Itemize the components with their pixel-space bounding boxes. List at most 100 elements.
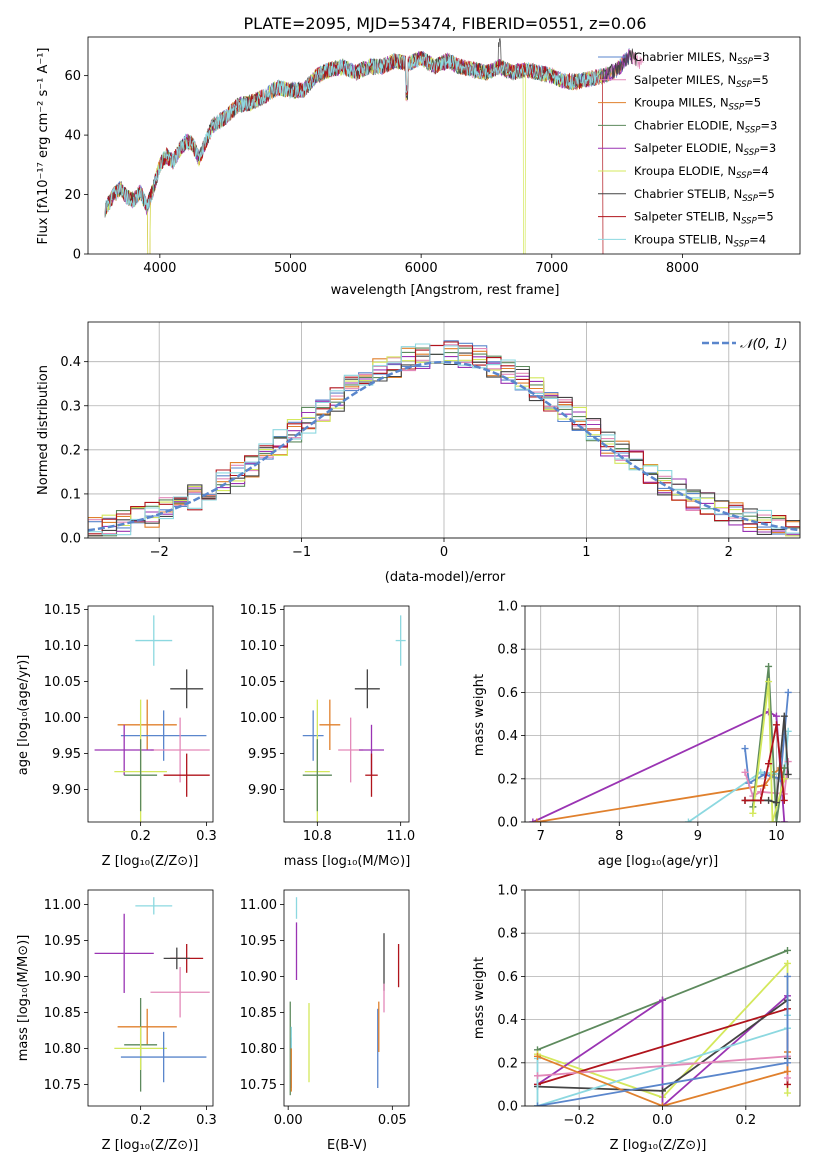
age-mass-errorbar-point: [395, 615, 406, 666]
mass-ebv-points: [289, 897, 400, 1096]
weight-age-marker: [780, 796, 788, 804]
residual-xtick-label: 0: [440, 545, 448, 560]
spectrum-panel: PLATE=2095, MJD=53474, FIBERID=0551, z=0…: [36, 14, 801, 298]
spectrum-legend-label: Salpeter STELIB, NSSP=5: [634, 210, 774, 227]
mass-z-ytick-label: 10.95: [44, 934, 81, 949]
weight-z-xlabel: Z [log₁₀(Z/Z⊙)]: [610, 1138, 707, 1153]
residual-ytick-label: 0.1: [60, 487, 81, 502]
residual-histogram: [88, 347, 800, 537]
weight-age-xtick-label: 9: [694, 829, 702, 844]
spectrum-legend-item: Chabrier MILES, NSSP=3: [598, 50, 770, 67]
mass-ebv-plot-area: 0.00 0.05 10.75 10.80 10.85 10.90 10.95 11.00: [240, 889, 410, 1128]
mass-z-ytick-label: 10.75: [44, 1078, 81, 1093]
age-z-errorbar-point: [150, 717, 210, 783]
weight-age-xtick-label: 10: [768, 829, 785, 844]
weight-z-marker: [534, 1102, 541, 1106]
mass-z-xlabel: Z [log₁₀(Z/Z⊙)]: [102, 1138, 199, 1153]
mass-z-errorbar-point: [135, 897, 173, 915]
age-z-ytick-label: 9.95: [52, 747, 81, 762]
spectrum-title: PLATE=2095, MJD=53474, FIBERID=0551, z=0…: [243, 14, 646, 33]
spectrum-plot-area: 4000 5000 6000 7000 8000 0 20 40 60: [64, 36, 801, 276]
age-z-errorbar-point: [94, 724, 154, 776]
spectrum-ytick-label: 20: [64, 188, 81, 203]
age-mass-ytick-label: 9.90: [248, 783, 277, 798]
residual-ytick-label: 0.4: [60, 355, 81, 370]
residual-xtick-label: −2: [150, 545, 169, 560]
spectrum-legend-label: Chabrier ELODIE, NSSP=3: [634, 118, 777, 135]
weight-age-marker: [533, 818, 541, 822]
spectrum-legend-item: Chabrier STELIB, NSSP=5: [598, 187, 775, 204]
weight-age-ytick-label: 0.0: [497, 816, 518, 831]
residual-legend: 𝒩(0, 1): [702, 337, 787, 352]
age-mass-xlabel: mass [log₁₀(M/M⊙)]: [284, 854, 411, 869]
weight-z-marker: [784, 946, 791, 954]
weight-age-panel: 7 8 9 10 0.0 0.2 0.4 0.6 0.8 1.0 age [log₁₀(age/y…: [472, 600, 801, 869]
mass-ebv-ytick-label: 10.80: [240, 1042, 277, 1057]
spectrum-series-line: [104, 51, 604, 254]
mass-ebv-xtick-label: 0.00: [274, 1113, 303, 1128]
age-z-ytick-label: 10.10: [44, 639, 81, 654]
weight-age-xtick-label: 8: [615, 829, 623, 844]
mass-z-points: [94, 897, 210, 1092]
spectrum-lines: [104, 37, 644, 254]
age-z-errorbar-point: [120, 710, 207, 761]
mass-z-xtick-label: 0.2: [130, 1113, 151, 1128]
mass-z-xtick-label: 0.3: [196, 1113, 217, 1128]
spectrum-legend-item: Chabrier ELODIE, NSSP=3: [598, 118, 777, 135]
spectrum-ytick-label: 0: [73, 248, 81, 263]
age-mass-ytick-label: 10.10: [240, 639, 277, 654]
age-mass-frame: [283, 605, 410, 823]
mass-z-ylabel: mass [log₁₀(M/M⊙)]: [16, 935, 31, 1062]
mass-z-frame: [87, 889, 214, 1107]
spectrum-ylabel: Flux [fλ10⁻¹⁷ erg cm⁻² s⁻¹ A⁻¹]: [36, 48, 51, 245]
weight-age-marker: [741, 745, 749, 753]
spectrum-legend-label: Chabrier MILES, NSSP=3: [634, 50, 770, 67]
weight-age-marker: [769, 818, 776, 822]
weight-z-ytick-label: 0.2: [497, 1056, 518, 1071]
spectrum-series-line: [104, 52, 624, 254]
spectrum-legend-item: Salpeter ELODIE, NSSP=3: [598, 141, 776, 158]
weight-age-frame: [524, 605, 801, 823]
weight-z-marker: [784, 959, 791, 967]
weight-age-marker: [780, 712, 788, 720]
weight-z-ytick-label: 0.0: [497, 1100, 518, 1115]
weight-z-marker: [534, 1072, 541, 1080]
spectrum-xtick-label: 8000: [666, 261, 699, 276]
residual-plot-area: −2 −1 0 1 2 0.0 0.1 0.2 0.3 0.4: [60, 321, 801, 560]
weight-age-marker: [784, 688, 792, 696]
residual-legend-label: 𝒩(0, 1): [740, 337, 787, 352]
mass-ebv-frame: [283, 889, 410, 1107]
age-mass-ytick-label: 9.95: [248, 747, 277, 762]
weight-age-marker: [772, 818, 780, 822]
weight-z-marker: [784, 972, 791, 980]
spectrum-legend-label: Kroupa MILES, NSSP=5: [634, 96, 761, 113]
weight-z-ytick-label: 0.6: [497, 970, 518, 985]
age-z-plot-area: 0.2 0.3 9.90 9.95 10.00 10.05 10.10 10.15: [44, 603, 217, 844]
age-z-frame: [87, 605, 214, 823]
mass-ebv-ytick-label: 10.90: [240, 970, 277, 985]
weight-age-marker: [772, 721, 780, 729]
weight-age-ylabel: mass weight: [472, 674, 487, 756]
weight-z-marker: [534, 1052, 541, 1060]
age-z-errorbar-point: [163, 753, 210, 797]
residual-ylabel: Normed distribution: [36, 365, 51, 495]
weight-z-marker: [784, 1089, 791, 1097]
weight-z-marker: [784, 1067, 791, 1075]
weight-z-marker: [659, 1087, 666, 1095]
mass-z-errorbar-point: [117, 1008, 177, 1045]
mass-z-errorbar-point: [94, 913, 154, 993]
weight-age-ytick-label: 1.0: [497, 600, 518, 615]
mass-ebv-ytick-label: 10.85: [240, 1006, 277, 1021]
residual-xtick-label: 2: [725, 545, 733, 560]
normal-reference-curve: [88, 360, 800, 532]
mass-z-ytick-label: 10.80: [44, 1042, 81, 1057]
mass-z-ytick-label: 10.85: [44, 1006, 81, 1021]
age-mass-xtick-label: 10.8: [303, 829, 332, 844]
weight-z-frame: [524, 889, 801, 1107]
spectrum-legend-label: Salpeter MILES, NSSP=5: [634, 73, 769, 90]
mass-z-errorbar-point: [120, 1031, 207, 1083]
mass-ebv-ytick-label: 10.95: [240, 934, 277, 949]
weight-age-marker: [780, 764, 788, 772]
weight-z-marker: [659, 996, 666, 1004]
weight-z-lines: [534, 946, 791, 1106]
